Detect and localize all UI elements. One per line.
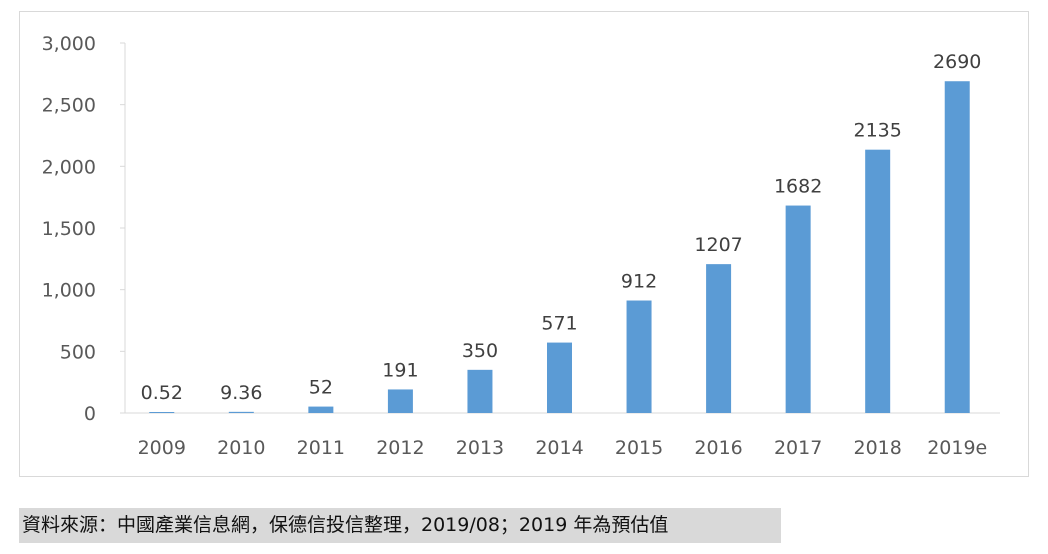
y-tick-label: 500 (60, 341, 96, 363)
y-tick-label: 0 (84, 403, 96, 425)
x-category-label: 2009 (138, 437, 186, 459)
bar (387, 389, 413, 413)
x-category-label: 2018 (854, 437, 902, 459)
data-label: 1207 (694, 234, 742, 256)
bar (865, 149, 891, 413)
data-label: 2135 (854, 120, 902, 142)
y-tick-label: 2,500 (42, 95, 96, 117)
x-category-label: 2011 (297, 437, 345, 459)
bar (149, 412, 175, 413)
bar (467, 369, 493, 413)
x-category-label: 2017 (774, 437, 822, 459)
bar (547, 342, 572, 413)
x-category-label: 2012 (376, 437, 424, 459)
data-label: 912 (621, 271, 657, 293)
y-tick-label: 1,500 (42, 218, 96, 240)
bar (706, 264, 732, 413)
source-note: 資料來源：中國產業信息網，保德信投信整理，2019/08；2019 年為預估值 (19, 508, 781, 543)
data-label: 0.52 (141, 382, 183, 404)
data-label: 9.36 (220, 382, 262, 404)
x-category-label: 2016 (694, 437, 742, 459)
bar-chart: 0 500 1,000 1,500 2,000 2,500 3,000 0.52 2009 9.3… (42, 33, 1000, 459)
x-category-label: 2010 (217, 437, 265, 459)
bar (626, 300, 652, 413)
data-label: 191 (382, 359, 418, 381)
x-category-label: 2014 (535, 437, 583, 459)
data-label: 350 (462, 340, 498, 362)
y-tick-label: 1,000 (42, 280, 96, 302)
x-category-label: 2013 (456, 437, 504, 459)
x-category-label: 2019e (927, 437, 987, 459)
bar (308, 406, 334, 413)
x-category-label: 2015 (615, 437, 663, 459)
bar (228, 411, 254, 413)
data-label: 52 (309, 377, 333, 399)
data-label: 2690 (933, 51, 981, 73)
data-label: 571 (541, 313, 577, 335)
bar (785, 205, 811, 413)
chart-frame: 0 500 1,000 1,500 2,000 2,500 3,000 0.52 2009 9.3… (19, 11, 1029, 477)
bar (944, 81, 970, 413)
y-tick-label: 3,000 (42, 33, 96, 55)
y-tick-label: 2,000 (42, 156, 96, 178)
data-label: 1682 (774, 176, 822, 198)
